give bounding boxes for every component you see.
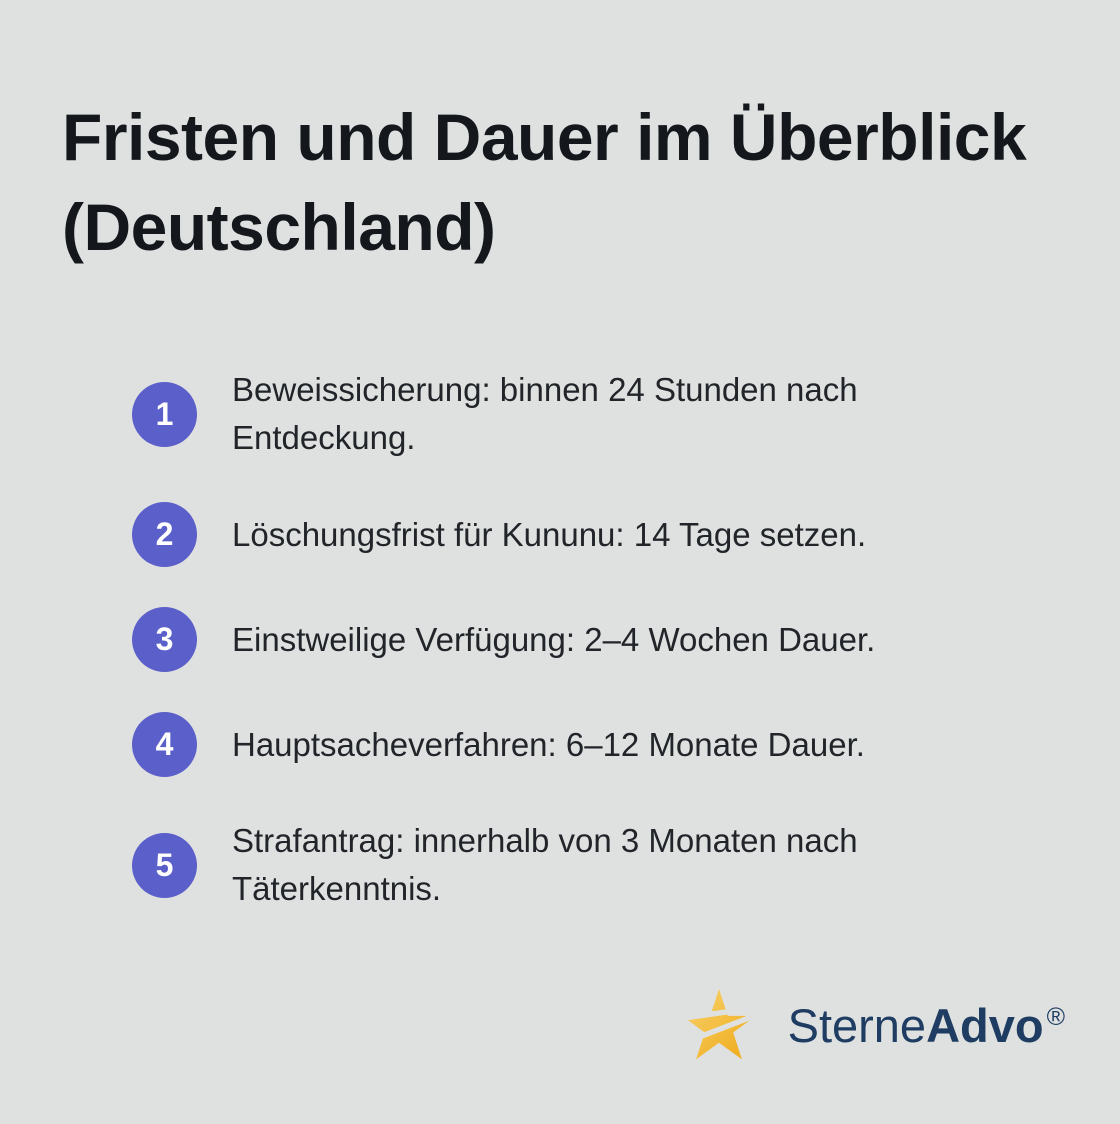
step-number: 2: [155, 516, 174, 552]
list-item: 3 Einstweilige Verfügung: 2–4 Wochen Dau…: [132, 607, 944, 672]
step-number: 4: [155, 726, 174, 762]
list-item: 5 Strafantrag: innerhalb von 3 Monaten n…: [132, 817, 944, 913]
step-number: 5: [155, 846, 174, 883]
step-text: Beweissicherung: binnen 24 Stunden nach …: [232, 371, 858, 456]
step-number-badge: 3: [132, 607, 197, 672]
deadline-steps-list: 1 Beweissicherung: binnen 24 Stunden nac…: [132, 366, 944, 913]
page-title: Fristen und Dauer im Überblick (Deutschl…: [62, 100, 1027, 264]
step-number: 1: [155, 395, 174, 432]
brand-name: SterneAdvo ®: [788, 1002, 1065, 1049]
registered-trademark-icon: ®: [1046, 1003, 1065, 1031]
brand-logo: SterneAdvo ®: [679, 984, 1065, 1067]
step-number-badge: 5: [132, 832, 197, 898]
step-number-badge: 1: [132, 381, 197, 447]
step-number: 3: [155, 621, 174, 657]
step-text: Einstweilige Verfügung: 2–4 Wochen Dauer…: [232, 620, 876, 658]
brand-name-regular: Sterne: [787, 999, 927, 1052]
brand-name-bold: Advo: [926, 999, 1044, 1052]
step-text: Löschungsfrist für Kununu: 14 Tage setze…: [232, 515, 867, 553]
step-text: Strafantrag: innerhalb von 3 Monaten nac…: [232, 822, 858, 907]
step-number-badge: 4: [132, 712, 197, 777]
step-text: Hauptsacheverfahren: 6–12 Monate Dauer.: [232, 725, 865, 763]
list-item: 2 Löschungsfrist für Kununu: 14 Tage set…: [132, 502, 944, 567]
list-item: 4 Hauptsacheverfahren: 6–12 Monate Dauer…: [132, 712, 944, 777]
list-item: 1 Beweissicherung: binnen 24 Stunden nac…: [132, 366, 944, 462]
gold-star-swoosh-icon: [679, 988, 758, 1060]
step-number-badge: 2: [132, 502, 197, 567]
